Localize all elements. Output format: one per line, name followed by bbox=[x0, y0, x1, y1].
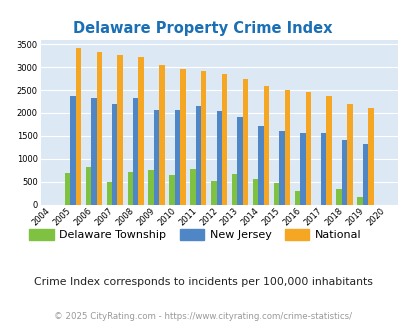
Bar bbox=[362, 144, 367, 205]
Bar bbox=[279, 131, 284, 205]
Bar bbox=[336, 189, 341, 205]
Legend: Delaware Township, New Jersey, National: Delaware Township, New Jersey, National bbox=[26, 225, 364, 243]
Bar bbox=[190, 169, 195, 205]
Bar bbox=[320, 133, 326, 205]
Bar bbox=[112, 104, 117, 205]
Text: © 2025 CityRating.com - https://www.cityrating.com/crime-statistics/: © 2025 CityRating.com - https://www.city… bbox=[54, 312, 351, 321]
Bar bbox=[326, 96, 331, 205]
Bar bbox=[211, 181, 216, 205]
Bar bbox=[169, 175, 174, 205]
Bar bbox=[138, 57, 143, 205]
Bar bbox=[91, 98, 96, 205]
Bar bbox=[200, 71, 206, 205]
Bar bbox=[148, 170, 153, 205]
Bar bbox=[263, 86, 269, 205]
Bar bbox=[65, 174, 70, 205]
Bar bbox=[367, 108, 373, 205]
Bar bbox=[70, 96, 75, 205]
Bar bbox=[216, 111, 222, 205]
Bar bbox=[159, 65, 164, 205]
Bar bbox=[299, 133, 305, 205]
Bar bbox=[85, 167, 91, 205]
Text: Crime Index corresponds to incidents per 100,000 inhabitants: Crime Index corresponds to incidents per… bbox=[34, 277, 371, 287]
Bar bbox=[195, 106, 200, 205]
Bar bbox=[273, 183, 279, 205]
Bar bbox=[107, 182, 112, 205]
Bar bbox=[153, 110, 159, 205]
Bar bbox=[127, 172, 132, 205]
Bar bbox=[237, 117, 242, 205]
Bar bbox=[132, 98, 138, 205]
Bar bbox=[222, 74, 227, 205]
Bar bbox=[258, 126, 263, 205]
Bar bbox=[242, 79, 248, 205]
Bar bbox=[96, 51, 102, 205]
Bar bbox=[305, 92, 310, 205]
Bar bbox=[75, 48, 81, 205]
Bar bbox=[180, 69, 185, 205]
Bar bbox=[294, 191, 299, 205]
Bar bbox=[252, 179, 258, 205]
Bar bbox=[356, 197, 362, 205]
Bar bbox=[341, 141, 346, 205]
Bar bbox=[174, 110, 180, 205]
Text: Delaware Property Crime Index: Delaware Property Crime Index bbox=[73, 20, 332, 36]
Bar bbox=[231, 174, 237, 205]
Bar bbox=[284, 90, 289, 205]
Bar bbox=[117, 55, 123, 205]
Bar bbox=[346, 104, 352, 205]
